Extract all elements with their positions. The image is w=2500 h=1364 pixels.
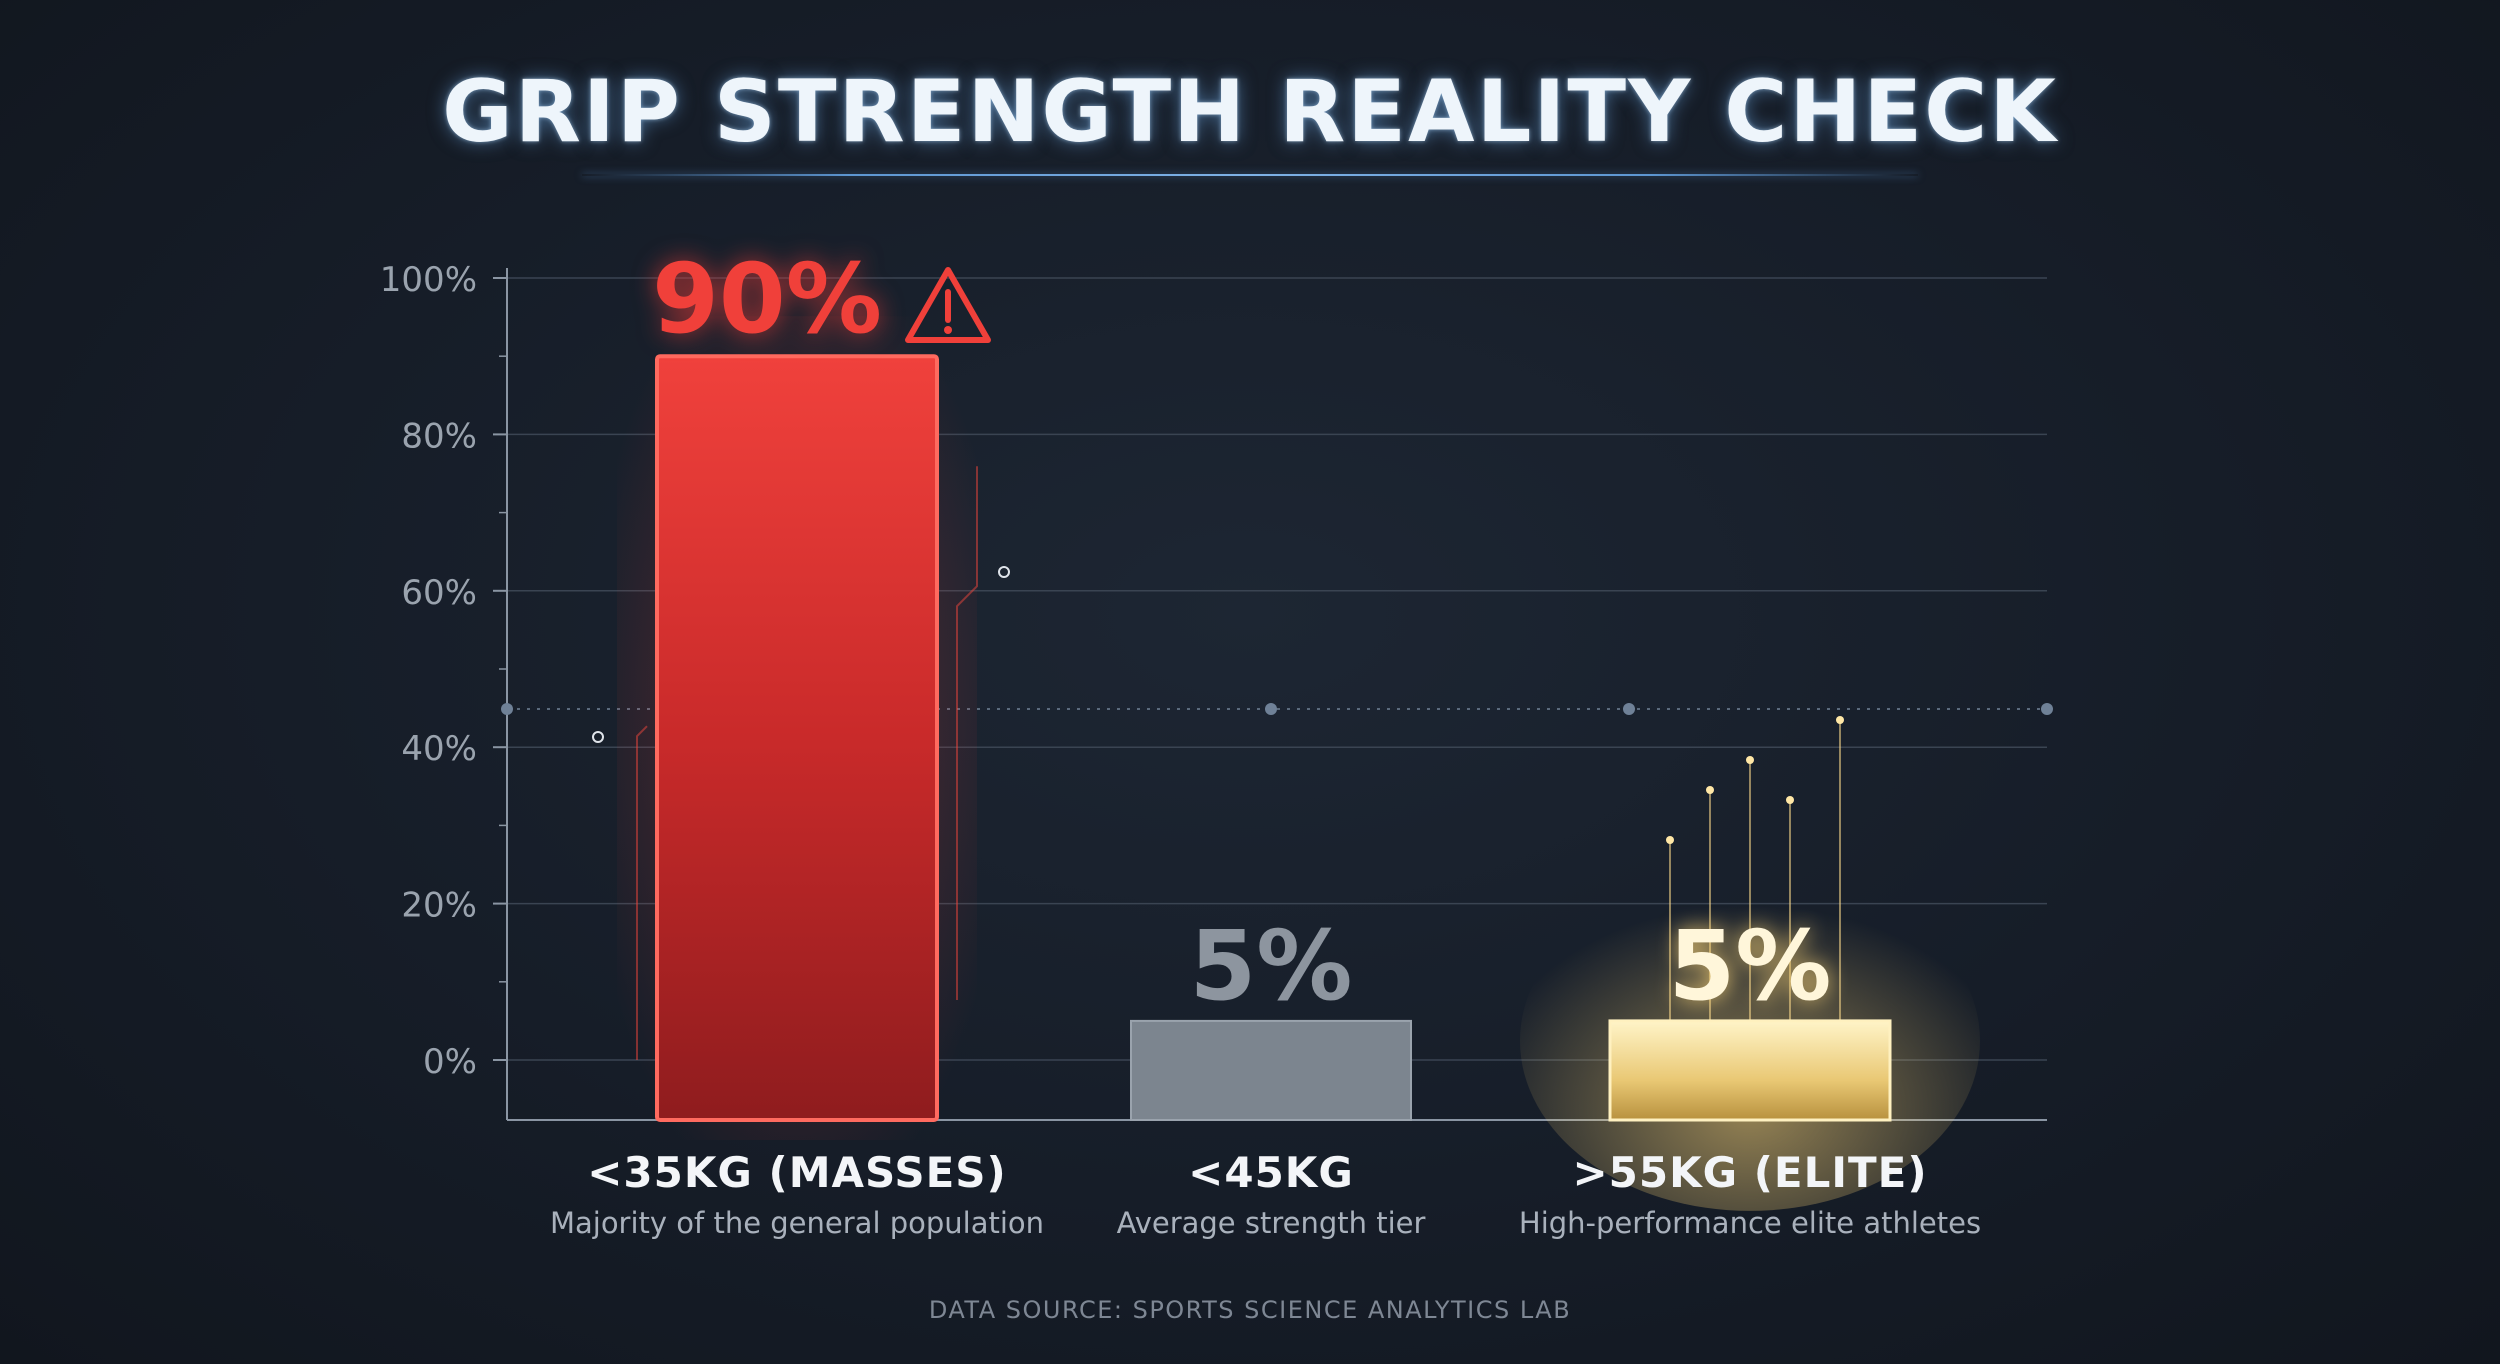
title-underline bbox=[582, 174, 1918, 176]
bar-average bbox=[1130, 1019, 1412, 1122]
chart-title: GRIP STRENGTH REALITY CHECK bbox=[442, 62, 2058, 162]
value-label-average: 5% bbox=[1190, 910, 1353, 1022]
category-label-average: <45KG bbox=[1188, 1148, 1354, 1197]
y-tick-label: 100% bbox=[380, 260, 477, 300]
circuit-node bbox=[998, 566, 1010, 578]
axes: 0% 20% 40% 60% 80% 100% bbox=[380, 260, 2047, 1121]
guide-node bbox=[2041, 703, 2053, 715]
warning-dot bbox=[944, 326, 952, 334]
circuit-node bbox=[1836, 716, 1844, 724]
y-tick-label: 60% bbox=[401, 573, 477, 613]
guide-node bbox=[501, 703, 513, 715]
circuit-node bbox=[592, 731, 604, 743]
category-subtitle-elite: High-performance elite athletes bbox=[1518, 1206, 1982, 1240]
y-tick-label: 0% bbox=[423, 1042, 477, 1082]
guide-node bbox=[1623, 703, 1635, 715]
bars bbox=[655, 354, 1892, 1122]
y-tick-label: 40% bbox=[401, 729, 477, 769]
value-label-elite: 5% bbox=[1669, 910, 1832, 1022]
warning-icon bbox=[905, 267, 991, 343]
category-subtitle-average: Average strength tier bbox=[1116, 1206, 1426, 1240]
circuit-node bbox=[1786, 796, 1794, 804]
circuit-node bbox=[1746, 756, 1754, 764]
category-label-masses: <35KG (MASSES) bbox=[587, 1148, 1007, 1197]
y-tick-label: 20% bbox=[401, 886, 477, 926]
y-tick-label: 80% bbox=[401, 416, 477, 456]
guide-node bbox=[1265, 703, 1277, 715]
circuit-trace bbox=[636, 725, 648, 1060]
value-label-masses: 90% bbox=[652, 243, 882, 355]
value-labels: 90% 5% 5% bbox=[652, 243, 1831, 1022]
circuit-node bbox=[1666, 836, 1674, 844]
bar-masses bbox=[655, 354, 939, 1122]
circuit-node bbox=[1706, 786, 1714, 794]
category-subtitle-masses: Majority of the general population bbox=[549, 1206, 1045, 1240]
circuit-trace bbox=[956, 466, 978, 1000]
bar-elite bbox=[1608, 1019, 1892, 1122]
category-label-elite: >55KG (ELITE) bbox=[1572, 1148, 1928, 1197]
warning-triangle bbox=[905, 267, 991, 343]
data-source: DATA SOURCE: SPORTS SCIENCE ANALYTICS LA… bbox=[928, 1296, 1572, 1324]
